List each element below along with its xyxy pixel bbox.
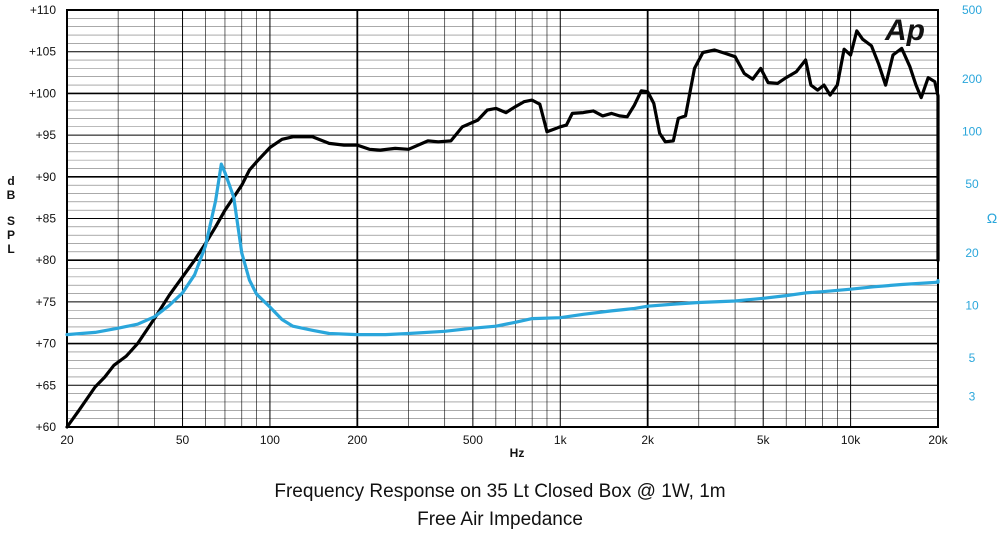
ap-logo: Ap [884, 14, 925, 47]
chart-title: Frequency Response on 35 Lt Closed Box @… [274, 481, 726, 502]
y-left-tick-label: +75 [36, 295, 57, 309]
y-left-tick-label: +110 [30, 3, 56, 17]
y-right-tick-label: 200 [962, 72, 982, 86]
y-left-tick-label: +65 [36, 378, 57, 392]
y-axis-right-label: Ω [987, 210, 997, 226]
series-layer [65, 29, 940, 429]
x-tick-label: 500 [463, 433, 483, 447]
y-right-tick-label: 5 [969, 351, 976, 365]
y-right-tick-label: 20 [965, 246, 979, 260]
x-tick-label: 200 [347, 433, 367, 447]
y-right-tick-label: 50 [965, 177, 979, 191]
y-left-tick-label: +100 [29, 86, 56, 100]
x-axis-ticks: 20 50 100 200 500 1k 2k 5k 10k 20k [60, 433, 948, 447]
x-tick-label: 20 [60, 433, 74, 447]
y-right-tick-label: 10 [965, 298, 979, 312]
frequency-response-chart: +60 +65 +70 +75 +80 +85 +90 +95 +100 +105 +110 3 5 1… [7, 3, 998, 460]
impedance-line [65, 162, 940, 337]
x-tick-label: 1k [554, 433, 568, 447]
y-left-tick-label: +60 [36, 420, 57, 434]
x-tick-label: 100 [260, 433, 280, 447]
y-left-tick-label: +95 [36, 128, 57, 142]
y-left-tick-label: +105 [29, 45, 56, 59]
y-right-tick-label: 100 [962, 125, 982, 139]
right-axis-ticks: 3 5 10 20 50 100 200 500 [962, 3, 982, 403]
chart-subtitle: Free Air Impedance [417, 509, 583, 530]
spl-response-line [65, 29, 940, 429]
y-right-tick-label: 3 [969, 389, 976, 403]
x-tick-label: 5k [757, 433, 771, 447]
y-left-tick-label: +85 [36, 212, 57, 226]
left-axis-ticks: +60 +65 +70 +75 +80 +85 +90 +95 +100 +105 +110 [29, 3, 56, 434]
x-tick-label: 10k [841, 433, 861, 447]
y-left-tick-label: +90 [36, 170, 57, 184]
x-tick-label: 2k [641, 433, 655, 447]
y-left-tick-label: +70 [36, 337, 57, 351]
y-left-tick-label: +80 [36, 253, 57, 267]
y-right-tick-label: 500 [962, 3, 982, 17]
x-axis-label: Hz [510, 446, 525, 460]
y-axis-left-label: d B S P L [7, 174, 16, 256]
x-tick-label: 20k [928, 433, 948, 447]
minor-grid [67, 10, 938, 427]
x-tick-label: 50 [176, 433, 190, 447]
